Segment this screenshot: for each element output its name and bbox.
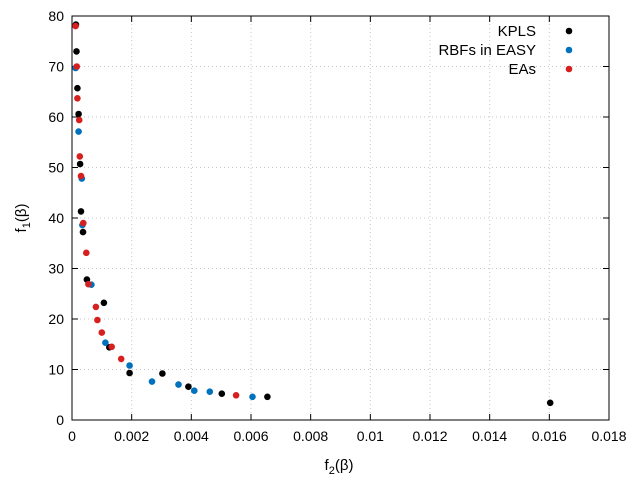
kpls-point <box>100 299 108 307</box>
x-tick-label: 0.018 <box>591 428 626 444</box>
eas-point <box>92 303 100 311</box>
kpls-point <box>126 369 133 377</box>
legend-label-rbfs-in-easy: RBFs in EASY <box>438 42 536 59</box>
eas-point <box>80 219 87 227</box>
eas-point <box>85 280 92 288</box>
eas-point <box>75 116 83 124</box>
y-tick-label: 10 <box>48 362 64 378</box>
rbfs-in-easy-point <box>148 378 156 385</box>
eas-point <box>72 22 79 30</box>
rbfs-in-easy-point <box>75 128 82 135</box>
y-tick-label: 40 <box>48 210 64 226</box>
rbfs-in-easy-point <box>206 388 214 396</box>
legend-label-eas: EAs <box>508 61 536 78</box>
kpls-point <box>546 399 554 407</box>
x-tick-label: 0.012 <box>412 428 447 444</box>
x-tick-label: 0.004 <box>174 428 209 444</box>
kpls-point <box>73 48 80 55</box>
eas-point <box>83 249 90 257</box>
eas-point <box>73 63 81 70</box>
x-tick-label: 0.01 <box>357 428 384 444</box>
legend: KPLS RBFs in EASY EAs <box>438 23 573 78</box>
eas-point <box>108 343 115 351</box>
y-axis-label: f1(β) <box>13 204 33 233</box>
rbfs-in-easy-point <box>126 362 133 369</box>
eas-point <box>76 153 84 160</box>
legend-marker-eas <box>565 65 573 73</box>
kpls-point <box>79 228 87 236</box>
legend-marker-kpls <box>565 27 573 35</box>
y-tick-label: 80 <box>48 8 64 24</box>
x-tick-label: 0.016 <box>532 428 567 444</box>
eas-point <box>74 95 81 102</box>
y-tick-label: 50 <box>48 160 64 176</box>
y-tick-label: 0 <box>56 412 64 428</box>
eas-point <box>117 355 125 363</box>
legend-marker-rbfs-in-easy <box>565 46 573 54</box>
rbfs-in-easy-point <box>102 339 109 347</box>
rbfs-in-easy-point <box>191 387 198 395</box>
eas-point <box>94 316 101 324</box>
x-axis-label: f2(β) <box>325 457 354 477</box>
eas-point <box>77 172 85 180</box>
kpls-point <box>218 390 226 398</box>
rbfs-in-easy-point <box>175 381 182 388</box>
legend-label-kpls: KPLS <box>498 23 536 40</box>
x-tick-label: 0.002 <box>114 428 149 444</box>
grid <box>72 16 609 420</box>
eas-point <box>232 392 240 399</box>
eas-point <box>98 329 106 336</box>
x-tick-label: 0.008 <box>293 428 328 444</box>
kpls-point <box>74 84 81 92</box>
rbfs-in-easy-point <box>249 393 256 401</box>
x-tick-label: 0 <box>68 428 76 444</box>
y-tick-label: 20 <box>48 311 64 327</box>
data-points <box>72 21 554 407</box>
x-tick-label: 0.006 <box>233 428 268 444</box>
kpls-point <box>77 208 85 215</box>
y-tick-label: 70 <box>48 59 64 75</box>
kpls-point <box>159 370 166 377</box>
y-tick-label: 30 <box>48 261 64 277</box>
kpls-point <box>76 160 84 168</box>
y-tick-label: 60 <box>48 109 64 125</box>
axis-ticks: 0 0.002 0.004 0.006 0.008 0.01 0.012 0.014 0.016… <box>48 8 626 444</box>
kpls-point <box>264 393 271 401</box>
x-tick-label: 0.014 <box>472 428 507 444</box>
kpls-point <box>185 383 192 391</box>
kpls-point <box>75 110 82 118</box>
